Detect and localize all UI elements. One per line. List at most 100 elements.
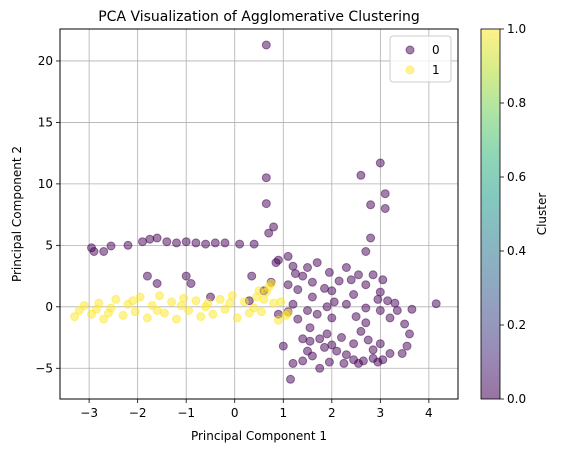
- legend-label: 1: [432, 63, 440, 77]
- scatter-point-cluster-0: [356, 326, 366, 336]
- scatter-point-cluster-0: [380, 189, 390, 199]
- scatter-point-cluster-1: [159, 308, 169, 318]
- y-axis-label: Principal Component 2: [10, 146, 24, 282]
- scatter-point-cluster-0: [356, 170, 366, 180]
- scatter-point-cluster-0: [390, 298, 400, 308]
- scatter-point-cluster-0: [142, 271, 152, 281]
- scatter-point-cluster-0: [261, 199, 271, 209]
- scatter-point-cluster-1: [239, 297, 249, 307]
- scatter-point-cluster-0: [305, 323, 315, 333]
- scatter-point-cluster-1: [254, 286, 264, 296]
- scatter-point-cluster-1: [74, 306, 84, 315]
- scatter-point-cluster-0: [334, 276, 344, 286]
- colorbar-tick-label: 0.0: [507, 392, 526, 406]
- legend-marker: [405, 45, 415, 55]
- scatter-point-cluster-0: [288, 261, 298, 271]
- scatter-point-cluster-0: [341, 299, 351, 309]
- scatter-point-cluster-0: [106, 241, 116, 251]
- scatter-point-cluster-0: [375, 339, 385, 349]
- scatter-point-cluster-0: [341, 263, 351, 272]
- scatter-point-cluster-0: [298, 271, 308, 281]
- scatter-point-cluster-0: [324, 267, 334, 277]
- scatter-point-cluster-1: [167, 297, 177, 307]
- scatter-point-cluster-0: [375, 158, 385, 168]
- scatter-point-cluster-0: [145, 234, 155, 244]
- scatter-point-cluster-0: [298, 356, 308, 366]
- scatter-point-cluster-1: [281, 310, 291, 320]
- scatter-point-cluster-0: [278, 341, 288, 351]
- legend-label: 0: [432, 43, 440, 57]
- grid-lines: [60, 29, 458, 399]
- scatter-point-cluster-1: [176, 301, 186, 311]
- scatter-point-cluster-0: [366, 200, 376, 210]
- scatter-point-cluster-0: [303, 263, 312, 272]
- scatter-point-cluster-0: [181, 237, 191, 247]
- scatter-point-cluster-0: [402, 341, 412, 351]
- scatter-point-cluster-0: [378, 275, 388, 285]
- scatter-point-cluster-0: [152, 233, 162, 243]
- scatter-point-cluster-0: [375, 306, 385, 315]
- scatter-point-cluster-0: [261, 173, 271, 183]
- scatter-point-cluster-0: [349, 290, 359, 299]
- scatter-point-cluster-0: [303, 306, 312, 315]
- scatter-point-cluster-0: [405, 329, 414, 339]
- x-tick-label: 3: [377, 406, 385, 420]
- y-tick-label: 0: [45, 300, 53, 314]
- scatter-point-cluster-0: [315, 334, 325, 344]
- scatter-point-cluster-1: [276, 297, 286, 307]
- scatter-point-cluster-1: [208, 309, 218, 319]
- scatter-point-cluster-0: [363, 335, 373, 345]
- scatter-point-cluster-1: [70, 312, 80, 322]
- scatter-point-cluster-0: [247, 271, 257, 281]
- x-tick-label: 2: [328, 406, 336, 420]
- x-tick-label: 0: [231, 406, 239, 420]
- scatter-point-cluster-0: [307, 292, 317, 302]
- scatter-point-cluster-0: [327, 286, 337, 296]
- scatter-point-cluster-1: [256, 307, 266, 317]
- scatter-point-cluster-0: [298, 334, 308, 344]
- colorbar-axis: 0.0 0.2 0.4 0.6 0.8 1.0: [500, 22, 526, 406]
- scatter-point-cluster-0: [99, 247, 109, 256]
- scatter-point-cluster-1: [215, 294, 225, 304]
- scatter-point-cluster-0: [283, 251, 293, 261]
- x-axis: −3 −2 −1 0 1 2 3 4: [80, 399, 433, 420]
- scatter-point-cluster-0: [269, 222, 279, 232]
- scatter-point-cluster-1: [273, 315, 283, 325]
- scatter-point-cluster-0: [271, 258, 281, 268]
- scatter-point-cluster-1: [264, 282, 274, 292]
- x-tick-label: −3: [80, 406, 98, 420]
- scatter-point-cluster-0: [264, 228, 274, 238]
- scatter-point-cluster-0: [220, 238, 230, 248]
- scatter-point-cluster-0: [210, 238, 220, 248]
- x-tick-label: 1: [279, 406, 287, 420]
- scatter-point-cluster-0: [172, 238, 181, 248]
- scatter-point-cluster-1: [130, 307, 140, 317]
- scatter-point-cluster-1: [104, 308, 113, 318]
- chart-title: PCA Visualization of Agglomerative Clust…: [98, 9, 420, 25]
- scatter-point-cluster-1: [201, 302, 211, 312]
- scatter-point-cluster-0: [288, 358, 298, 368]
- scatter-point-cluster-0: [288, 299, 298, 309]
- scatter-point-cluster-0: [162, 237, 172, 247]
- scatter-point-cluster-1: [91, 304, 101, 314]
- scatter-point-cluster-0: [307, 277, 317, 287]
- scatter-point-cluster-0: [283, 280, 293, 290]
- scatter-point-cluster-0: [293, 314, 303, 324]
- y-axis: −5 0 5 10 15 20: [35, 54, 60, 375]
- scatter-point-cluster-1: [249, 303, 259, 313]
- scatter-point-cluster-0: [373, 294, 383, 304]
- scatter-point-cluster-0: [346, 275, 356, 285]
- scatter-point-cluster-0: [138, 237, 147, 247]
- legend-box: [389, 35, 452, 83]
- scatter-point-cluster-0: [341, 350, 351, 360]
- scatter-point-cluster-0: [320, 283, 329, 293]
- scatter-point-cluster-0: [249, 239, 259, 249]
- scatter-point-cluster-0: [392, 306, 402, 315]
- scatter-point-cluster-1: [111, 294, 121, 304]
- y-tick-label: 5: [45, 238, 53, 252]
- scatter-point-cluster-1: [259, 294, 269, 304]
- scatter-point-cluster-0: [385, 349, 395, 358]
- scatter-point-cluster-0: [332, 346, 342, 356]
- scatter-point-cluster-0: [286, 374, 295, 384]
